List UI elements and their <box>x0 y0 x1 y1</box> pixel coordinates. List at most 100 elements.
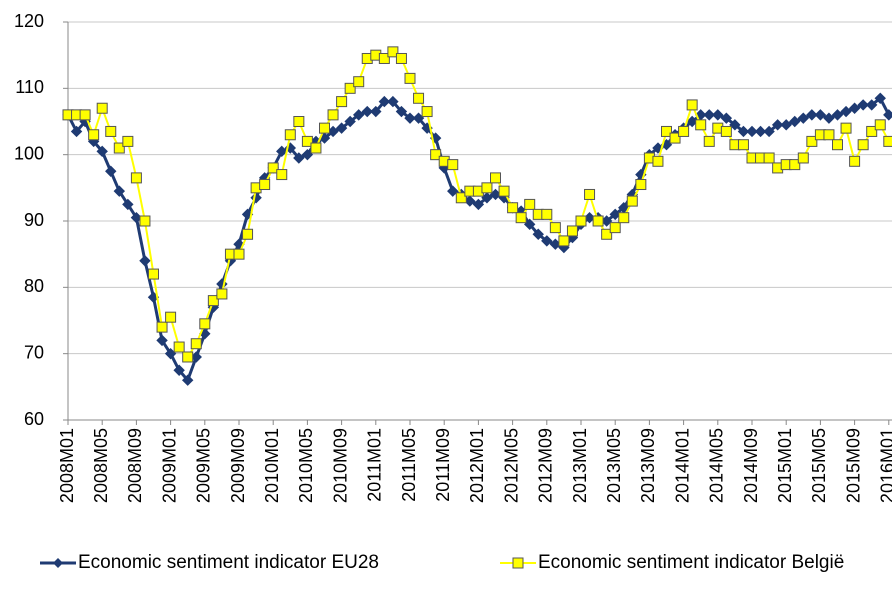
point <box>250 192 262 204</box>
point <box>814 109 827 121</box>
point <box>652 155 664 167</box>
x-tick-label: 2011M09 <box>433 428 453 502</box>
x-tick-label: 2015M09 <box>843 428 863 503</box>
point <box>737 125 750 138</box>
point <box>532 228 544 240</box>
point <box>165 311 177 323</box>
point <box>686 99 698 111</box>
point <box>181 374 194 386</box>
point <box>498 185 510 197</box>
point <box>678 125 690 137</box>
point <box>173 364 185 376</box>
series <box>62 92 892 386</box>
point <box>746 125 758 138</box>
point <box>190 338 202 350</box>
point <box>763 125 775 138</box>
point <box>515 212 527 224</box>
point <box>857 139 869 151</box>
point <box>703 109 715 121</box>
x-tick-label: 2008M09 <box>125 428 145 503</box>
x-tick-label: 2014M01 <box>672 428 692 503</box>
point <box>455 192 467 204</box>
x-tick-label: 2012M09 <box>536 428 556 503</box>
point <box>370 105 382 118</box>
point <box>883 109 892 121</box>
legend-label: Economic sentiment indicator EU28 <box>78 552 379 573</box>
point <box>344 82 356 94</box>
point <box>122 198 134 211</box>
point <box>413 92 425 104</box>
point <box>797 112 810 124</box>
point <box>669 132 681 144</box>
legend-marker <box>512 557 524 569</box>
point <box>130 172 142 184</box>
point <box>421 106 433 118</box>
point <box>335 122 348 134</box>
point <box>139 215 151 227</box>
point <box>310 142 322 154</box>
point <box>823 112 835 124</box>
point <box>352 109 365 121</box>
point <box>293 116 305 127</box>
point <box>327 109 339 121</box>
point <box>549 222 561 234</box>
point <box>353 76 365 88</box>
series-line <box>66 95 891 384</box>
legend-label: Economic sentiment indicator België <box>538 552 844 573</box>
legend-item: Economic sentiment indicator EU28 <box>40 552 379 573</box>
x-tick-label: 2010M09 <box>330 428 350 503</box>
point <box>883 135 892 147</box>
x-tick-label: 2011M05 <box>399 428 419 502</box>
point <box>720 112 733 124</box>
point <box>156 321 168 333</box>
point <box>79 109 91 121</box>
y-tick-label: 120 <box>14 11 44 31</box>
point <box>566 225 578 237</box>
point <box>661 125 672 137</box>
point <box>848 102 861 114</box>
point <box>866 125 878 137</box>
y-tick-label: 100 <box>14 143 44 163</box>
point <box>404 72 416 84</box>
point <box>276 169 288 181</box>
point <box>70 125 83 138</box>
point <box>720 125 732 137</box>
x-tick-label: 2008M01 <box>57 428 77 503</box>
point <box>481 182 493 194</box>
y-tick-label: 80 <box>24 276 44 296</box>
point <box>737 139 749 151</box>
point <box>242 228 254 240</box>
point <box>395 52 407 64</box>
point <box>207 295 219 307</box>
x-tick-label: 2009M01 <box>159 428 179 503</box>
point <box>601 228 613 240</box>
point <box>806 109 818 121</box>
point <box>173 341 185 353</box>
point <box>703 135 715 147</box>
point <box>361 105 373 118</box>
point <box>831 109 844 121</box>
point <box>447 185 459 197</box>
point <box>387 46 399 58</box>
point <box>840 105 852 118</box>
point <box>729 119 741 131</box>
point <box>395 105 408 118</box>
point <box>626 195 638 207</box>
x-tick-label: 2014M09 <box>741 428 761 503</box>
point <box>336 96 348 108</box>
point <box>865 99 878 111</box>
x-tick-label: 2015M05 <box>809 428 829 503</box>
point <box>276 145 288 158</box>
point <box>293 152 305 164</box>
point <box>541 235 553 247</box>
point <box>199 318 211 330</box>
point <box>823 129 835 141</box>
point <box>575 215 587 227</box>
x-tick-label: 2013M09 <box>638 428 658 503</box>
point <box>609 222 621 234</box>
point <box>874 119 886 131</box>
point <box>378 95 391 108</box>
point <box>754 125 767 138</box>
y-tick-label: 90 <box>24 210 44 230</box>
